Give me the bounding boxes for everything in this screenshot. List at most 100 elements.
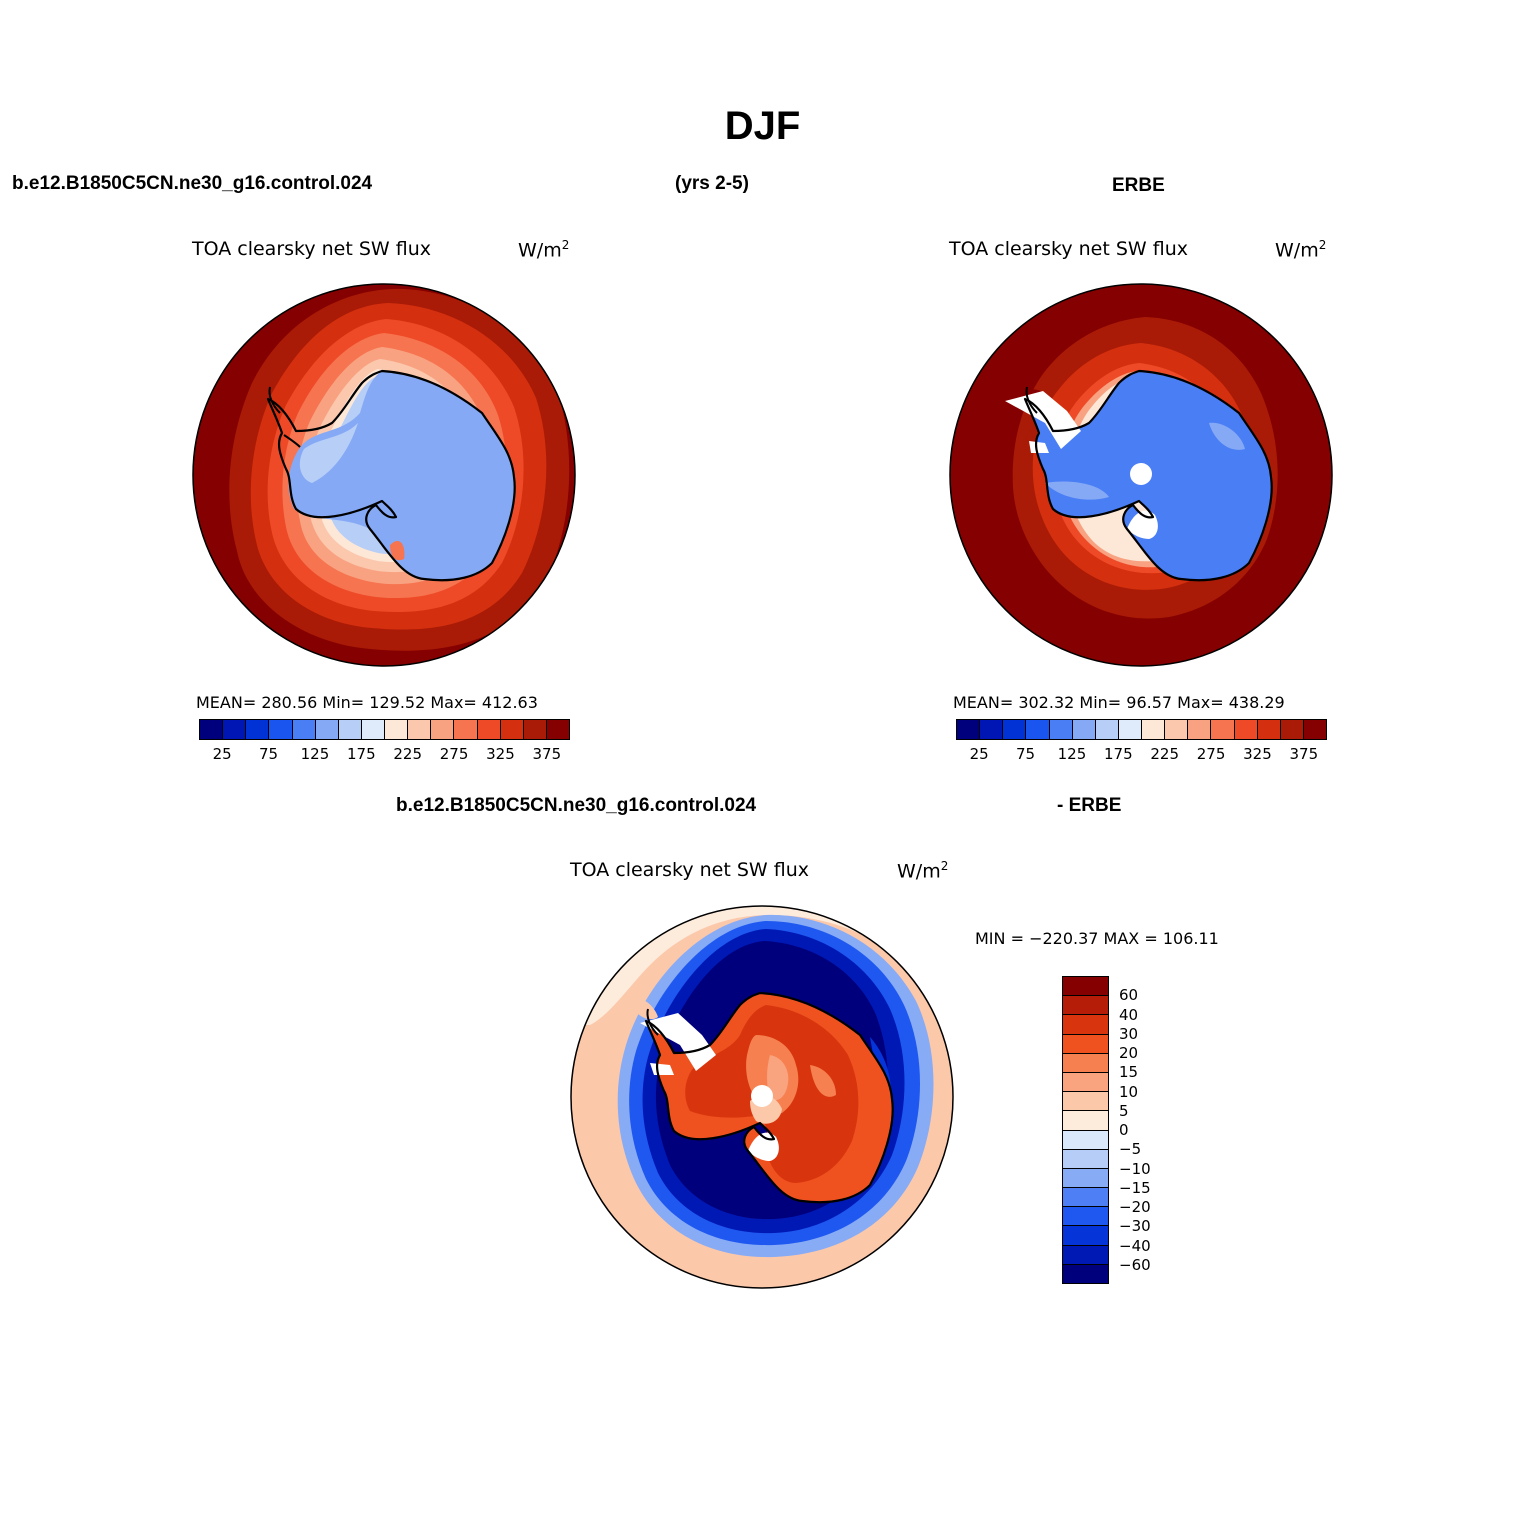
years-header: (yrs 2-5) xyxy=(675,173,749,194)
colorbar-tick-label: 275 xyxy=(439,745,469,763)
colorbar-tick-label: −10 xyxy=(1119,1159,1151,1178)
colorbar-cell xyxy=(1280,720,1304,739)
colorbar-cell xyxy=(1063,1111,1108,1131)
diff-case-name-header: b.e12.B1850C5CN.ne30_g16.control.024 xyxy=(396,795,757,816)
case-name-header: b.e12.B1850C5CN.ne30_g16.control.024 xyxy=(12,173,373,194)
colorbar-cell xyxy=(546,720,569,739)
colorbar-tick-label: 175 xyxy=(1103,745,1133,763)
colorbar-cell xyxy=(200,720,224,739)
colorbar-cell xyxy=(1188,720,1212,739)
colorbar-tick-label: −30 xyxy=(1119,1217,1151,1236)
colorbar-tick-label: 0 xyxy=(1119,1121,1129,1139)
colorbar-tick-label: 20 xyxy=(1119,1044,1139,1062)
colorbar-cell xyxy=(1063,1072,1108,1093)
colorbar-tick-label: 125 xyxy=(300,745,330,763)
colorbar-cell xyxy=(361,720,385,739)
diff-panel-units: W/m2 xyxy=(897,859,949,883)
colorbar-cell xyxy=(523,720,547,739)
colorbar-cell xyxy=(980,720,1004,739)
colorbar-cell xyxy=(1049,720,1073,739)
diff-panel-stats: MIN = −220.37 MAX = 106.11 xyxy=(975,929,1219,948)
colorbar-cell xyxy=(385,720,409,739)
model-colorbar-ticks: 25 75 125 175 225 275 325 375 xyxy=(199,745,570,765)
colorbar-tick-label: 375 xyxy=(1289,745,1319,763)
colorbar-cell xyxy=(1063,1015,1108,1035)
colorbar-tick-label: 60 xyxy=(1119,986,1139,1005)
colorbar-cell xyxy=(1072,720,1096,739)
colorbar-tick-label: 225 xyxy=(1150,745,1180,763)
diff-panel-title: TOA clearsky net SW flux xyxy=(570,859,810,881)
colorbar-cell xyxy=(500,720,524,739)
colorbar-tick-label: 30 xyxy=(1119,1024,1139,1043)
colorbar-cell xyxy=(1211,720,1235,739)
colorbar-tick-label: 275 xyxy=(1196,745,1226,763)
colorbar-cell xyxy=(1063,1245,1108,1265)
colorbar-tick-label: 5 xyxy=(1119,1101,1129,1120)
colorbar-cell xyxy=(1063,996,1108,1016)
colorbar-cell xyxy=(1063,1053,1108,1073)
colorbar-cell xyxy=(1063,1168,1108,1189)
colorbar-cell xyxy=(1142,720,1166,739)
colorbar-cell xyxy=(246,720,270,739)
colorbar-cell xyxy=(292,720,316,739)
colorbar-cell xyxy=(1303,720,1326,739)
colorbar-tick-label: −40 xyxy=(1119,1236,1151,1255)
colorbar-cell xyxy=(1165,720,1189,739)
colorbar-cell xyxy=(1063,1149,1108,1169)
colorbar-tick-label: 25 xyxy=(212,745,232,763)
colorbar-tick-label: −15 xyxy=(1119,1178,1151,1197)
colorbar-tick-label: −5 xyxy=(1119,1140,1142,1159)
obs-panel-title: TOA clearsky net SW flux xyxy=(949,238,1189,260)
colorbar-cell xyxy=(1063,1264,1108,1283)
colorbar-tick-label: 125 xyxy=(1057,745,1087,763)
colorbar-cell xyxy=(1257,720,1281,739)
colorbar-cell xyxy=(338,720,362,739)
colorbar-cell xyxy=(1095,720,1119,739)
colorbar-tick-label: 25 xyxy=(969,745,989,763)
colorbar-cell xyxy=(1234,720,1258,739)
obs-panel-units: W/m2 xyxy=(1275,238,1327,262)
colorbar-tick-label: 75 xyxy=(1016,745,1036,763)
colorbar-cell xyxy=(1118,720,1142,739)
colorbar-cell xyxy=(1063,1188,1108,1208)
colorbar-tick-label: 40 xyxy=(1119,1005,1139,1024)
model-panel-stats: MEAN= 280.56 Min= 129.52 Max= 412.63 xyxy=(196,693,538,712)
colorbar-cell xyxy=(1063,1130,1108,1150)
colorbar-cell xyxy=(408,720,432,739)
colorbar-cell xyxy=(477,720,501,739)
main-title: DJF xyxy=(724,104,801,148)
colorbar-cell xyxy=(1026,720,1050,739)
colorbar-cell xyxy=(957,720,981,739)
diff-polar-map xyxy=(570,905,954,1289)
colorbar-cell xyxy=(1063,1034,1108,1054)
model-polar-map xyxy=(192,283,576,667)
model-colorbar xyxy=(199,719,570,740)
obs-colorbar xyxy=(956,719,1327,740)
colorbar-tick-label: 175 xyxy=(346,745,376,763)
colorbar-tick-label: 15 xyxy=(1119,1063,1139,1082)
model-panel-units: W/m2 xyxy=(518,238,570,262)
model-panel-title: TOA clearsky net SW flux xyxy=(192,238,432,260)
obs-colorbar-ticks: 25 75 125 175 225 275 325 375 xyxy=(956,745,1327,765)
colorbar-cell xyxy=(1063,977,1108,997)
colorbar-cell xyxy=(1003,720,1027,739)
colorbar-tick-label: 225 xyxy=(393,745,423,763)
colorbar-cell xyxy=(1063,1092,1108,1112)
colorbar-cell xyxy=(1063,1207,1108,1227)
colorbar-cell xyxy=(1063,1226,1108,1246)
colorbar-tick-label: 10 xyxy=(1119,1082,1139,1101)
colorbar-tick-label: 325 xyxy=(1243,745,1272,763)
colorbar-tick-label: 375 xyxy=(532,745,562,763)
colorbar-tick-label: 75 xyxy=(259,745,279,763)
colorbar-cell xyxy=(223,720,247,739)
colorbar-cell xyxy=(431,720,455,739)
colorbar-tick-label: 325 xyxy=(486,745,515,763)
colorbar-cell xyxy=(315,720,339,739)
colorbar-tick-label: −60 xyxy=(1119,1255,1151,1274)
obs-name-header: ERBE xyxy=(1112,175,1165,196)
diff-colorbar-ticks: 60 40 30 20 15 10 5 0 −5 −10 −15 −20 −30 −40 −60 xyxy=(1119,976,1179,1284)
diff-obs-name-header: - ERBE xyxy=(1057,795,1122,816)
obs-polar-map xyxy=(949,283,1333,667)
diff-colorbar xyxy=(1062,976,1109,1284)
colorbar-cell xyxy=(454,720,478,739)
